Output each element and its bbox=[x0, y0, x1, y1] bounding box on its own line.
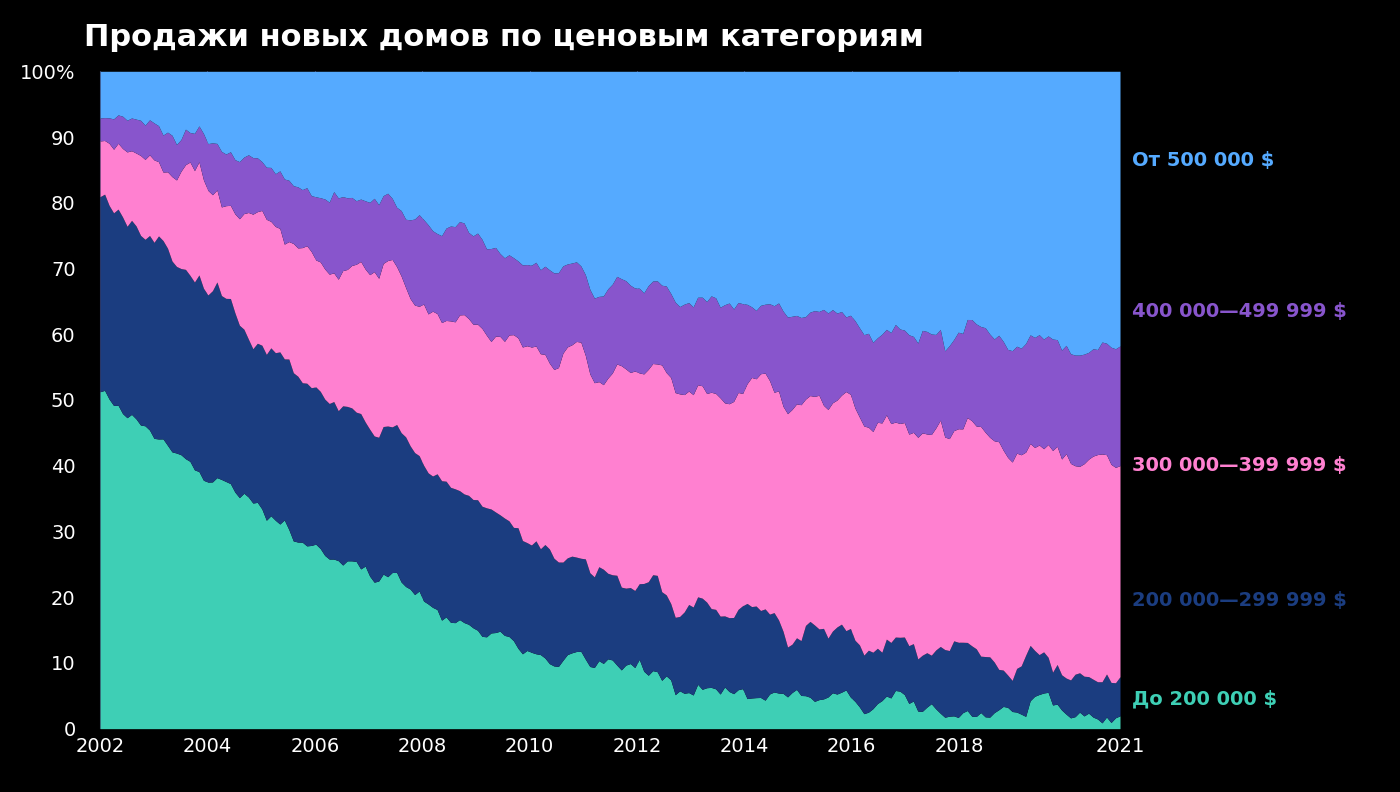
Text: 400 000—499 999 $: 400 000—499 999 $ bbox=[1133, 302, 1347, 321]
Text: От 500 000 $: От 500 000 $ bbox=[1133, 150, 1275, 169]
Text: До 200 000 $: До 200 000 $ bbox=[1133, 690, 1278, 709]
Text: Продажи новых домов по ценовым категориям: Продажи новых домов по ценовым категория… bbox=[84, 23, 924, 52]
Text: 300 000—399 999 $: 300 000—399 999 $ bbox=[1133, 456, 1347, 475]
Text: 200 000—299 999 $: 200 000—299 999 $ bbox=[1133, 591, 1347, 610]
